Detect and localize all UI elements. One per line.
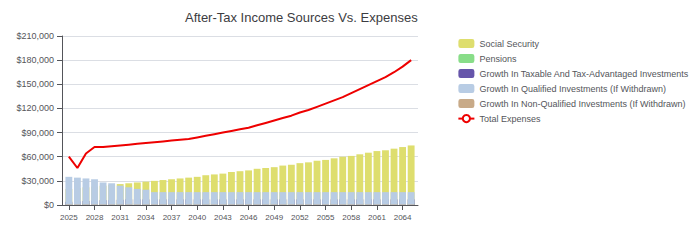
svg-text:2028: 2028 [86,213,104,222]
svg-text:Growth In Qualified Investment: Growth In Qualified Investments (If With… [479,84,666,94]
svg-text:$0: $0 [44,200,54,210]
svg-text:$60,000: $60,000 [21,152,54,162]
svg-text:$90,000: $90,000 [21,128,54,138]
svg-text:2064: 2064 [394,213,412,222]
svg-text:$120,000: $120,000 [16,103,54,113]
svg-text:2037: 2037 [163,213,181,222]
svg-text:After-Tax Income Sources Vs. E: After-Tax Income Sources Vs. Expenses [185,10,418,25]
svg-text:2031: 2031 [111,213,129,222]
svg-text:$30,000: $30,000 [21,176,54,186]
svg-text:2046: 2046 [240,213,258,222]
svg-text:$150,000: $150,000 [16,79,54,89]
svg-text:2058: 2058 [342,213,360,222]
svg-text:2043: 2043 [214,213,232,222]
svg-text:2061: 2061 [368,213,386,222]
svg-text:$210,000: $210,000 [16,31,54,41]
svg-text:Growth In Taxable And Tax-Adva: Growth In Taxable And Tax-Advantaged Inv… [479,69,688,79]
svg-text:2040: 2040 [188,213,206,222]
svg-text:2049: 2049 [265,213,283,222]
svg-text:$180,000: $180,000 [16,55,54,65]
svg-text:2025: 2025 [60,213,78,222]
svg-text:Total Expenses: Total Expenses [479,114,541,124]
svg-text:Pensions: Pensions [479,54,517,64]
svg-text:Social Security: Social Security [479,39,539,49]
svg-text:2055: 2055 [317,213,335,222]
svg-text:2052: 2052 [291,213,309,222]
svg-text:2034: 2034 [137,213,155,222]
svg-text:Growth In Non-Qualified Invest: Growth In Non-Qualified Investments (If … [479,99,685,109]
